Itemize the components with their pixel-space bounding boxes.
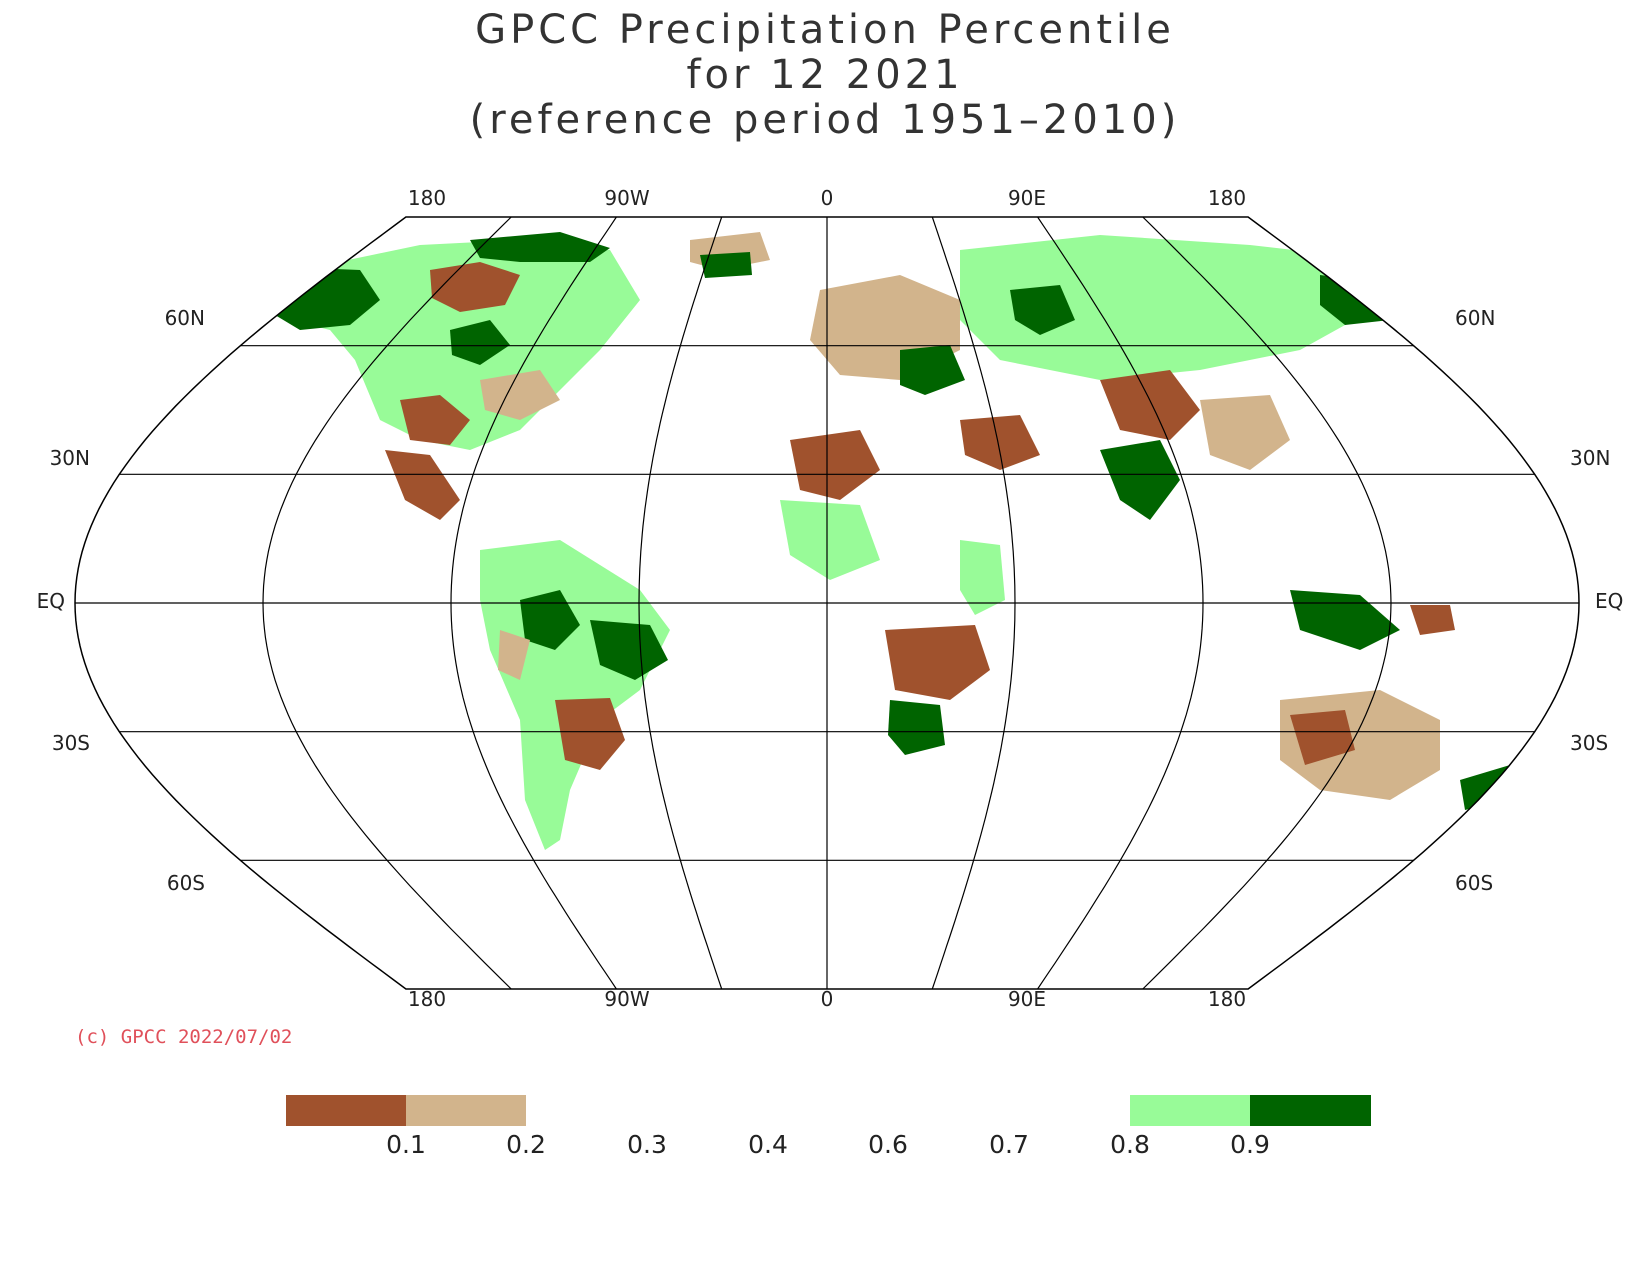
region-china-tan: [1200, 395, 1290, 470]
copyright-note: (c) GPCC 2022/07/02: [75, 1026, 293, 1048]
legend-swatch-very-wet: [1250, 1095, 1371, 1126]
right-lat-label-60s: 60S: [1455, 871, 1493, 895]
map-title: GPCC Precipitation Percentile for 12 202…: [0, 8, 1650, 143]
right-lat-label-30n: 30N: [1570, 446, 1610, 470]
legend-swatch-very-dry: [286, 1095, 406, 1126]
legend-swatch-dry: [406, 1095, 526, 1126]
right-lat-label-eq: EQ: [1595, 589, 1623, 613]
map-outline: [74, 216, 1580, 990]
meridian-line: [450, 216, 617, 990]
region-us-dry: [400, 395, 470, 445]
right-lat-label-60n: 60N: [1455, 306, 1495, 330]
left-lat-label-60n: 60N: [165, 306, 205, 330]
region-peru-tan: [498, 630, 530, 680]
region-australia-dry: [1290, 710, 1355, 765]
region-png-dry: [1410, 605, 1455, 635]
top-lon-label-90e: 90E: [1008, 186, 1046, 210]
meridian-line: [931, 216, 1016, 990]
region-east-africa-wet: [960, 540, 1005, 615]
top-lon-label-180-west: 180: [408, 186, 446, 210]
meridian-line: [262, 216, 512, 990]
meridian-line: [638, 216, 723, 990]
top-lon-label-90w: 90W: [604, 186, 649, 210]
region-siberia-wet: [960, 235, 1390, 380]
region-west-africa-wet: [780, 500, 880, 580]
right-lat-label-30s: 30S: [1570, 731, 1608, 755]
region-indonesia-very-wet: [1290, 590, 1400, 650]
meridian-line: [1037, 216, 1204, 990]
legend-label-0-6: 0.6: [868, 1130, 908, 1159]
region-south-america-wet: [480, 540, 670, 850]
legend-swatch-wet: [1130, 1095, 1250, 1126]
region-europe-very-wet: [900, 345, 965, 395]
region-southern-africa-dry: [885, 625, 990, 700]
precipitation-layer: [270, 232, 1510, 850]
bottom-lon-label-90e: 90E: [1008, 987, 1046, 1011]
bottom-lon-label-90w: 90W: [604, 987, 649, 1011]
legend-label-0-2: 0.2: [506, 1130, 546, 1159]
region-mexico-dry: [385, 450, 460, 520]
region-canada-arctic-very-wet: [470, 232, 610, 262]
bottom-lon-label-180-east: 180: [1208, 987, 1246, 1011]
left-lat-label-30s: 30S: [52, 731, 90, 755]
region-south-africa-very-wet: [888, 700, 945, 755]
legend-label-0-9: 0.9: [1230, 1130, 1270, 1159]
region-new-zealand-very-wet: [1460, 765, 1510, 810]
region-argentina-dry: [555, 698, 625, 770]
meridian-line: [1142, 216, 1392, 990]
legend-label-0-1: 0.1: [386, 1130, 426, 1159]
graticule: [75, 216, 1579, 990]
map-boundary: [74, 216, 1580, 990]
left-lat-label-30n: 30N: [50, 446, 90, 470]
region-us-very-wet: [450, 320, 510, 365]
top-lon-label-0: 0: [821, 186, 834, 210]
region-central-asia-dry: [1100, 370, 1200, 440]
bottom-lon-label-0: 0: [821, 987, 834, 1011]
region-middle-east-dry: [960, 415, 1040, 470]
left-lat-label-60s: 60S: [167, 871, 205, 895]
region-amazon-very-wet: [520, 590, 580, 650]
bottom-lon-label-180-west: 180: [408, 987, 446, 1011]
title-line-2: for 12 2021: [686, 52, 964, 98]
region-greenland-very-wet: [700, 252, 752, 278]
title-line-3: (reference period 1951–2010): [469, 97, 1181, 143]
region-brazil-very-wet: [590, 620, 668, 680]
title-line-1: GPCC Precipitation Percentile: [475, 7, 1175, 53]
left-lat-label-eq: EQ: [37, 589, 65, 613]
legend-label-0-8: 0.8: [1110, 1130, 1150, 1159]
region-siberia-very-wet: [1010, 285, 1075, 335]
legend-label-0-4: 0.4: [748, 1130, 788, 1159]
region-india-very-wet: [1100, 440, 1180, 520]
legend-label-0-3: 0.3: [627, 1130, 667, 1159]
region-canada-dry: [430, 262, 520, 312]
legend-label-0-7: 0.7: [989, 1130, 1029, 1159]
region-north-africa-dry: [790, 430, 880, 500]
top-lon-label-180-east: 180: [1208, 186, 1246, 210]
